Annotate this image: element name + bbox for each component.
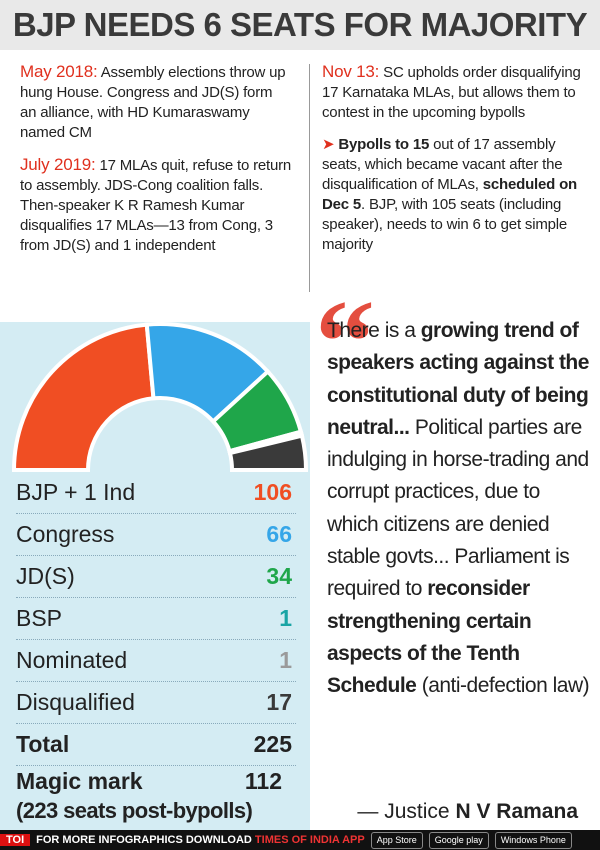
seat-row: BSP 1 — [16, 598, 296, 640]
logo: TOI — [0, 834, 31, 846]
date: May 2018: — [20, 62, 98, 81]
quote: There is a growing trend of speakers act… — [327, 315, 592, 703]
text-run: Political parties are indulging in horse… — [327, 415, 589, 601]
right-column: Nov 13: SC upholds order disqualifying 1… — [322, 62, 590, 267]
divider — [309, 64, 310, 292]
store-badge: App Store — [370, 831, 423, 849]
party: BSP — [16, 605, 63, 631]
seat-row: Congress 66 — [16, 514, 296, 556]
party: JD(S) — [16, 563, 75, 589]
total-label: Total — [16, 731, 70, 757]
badges: App Store Google play Windows Phone — [365, 831, 572, 849]
bypolls: ➤ Bypolls to 15 out of 17 assembly seats… — [322, 135, 590, 255]
total-row: Total 225 — [16, 724, 296, 766]
seat-row: Nominated 1 — [16, 640, 296, 682]
store-badge: Google play — [428, 831, 489, 849]
seat-row: JD(S) 34 — [16, 556, 296, 598]
event: May 2018: Assembly elections throw up hu… — [20, 62, 292, 143]
seat-row: BJP + 1 Ind 106 — [16, 472, 296, 514]
footer-text: FOR MORE INFOGRAPHICS DOWNLOAD — [36, 834, 252, 846]
text-run: . BJP, with 105 seats (including speaker… — [322, 196, 568, 253]
event: July 2019: 17 MLAs quit, refuse to retur… — [20, 155, 292, 256]
seats: 17 — [266, 689, 292, 715]
seats: 66 — [266, 521, 292, 547]
quote-mark: “ — [315, 275, 375, 408]
date: Nov 13: — [322, 62, 380, 81]
footer-app: TIMES OF INDIA APP — [254, 834, 365, 846]
seats: 1 — [279, 647, 292, 673]
magic-value: 112 — [244, 768, 282, 794]
seat-panel: BJP + 1 Ind 106 Congress 66 JD(S) 34 BSP 1 Nomin… — [0, 322, 310, 830]
donut-segment — [227, 433, 309, 472]
store-badge: Windows Phone — [494, 831, 572, 849]
text-run: Bypolls to 15 — [338, 136, 430, 153]
party: BJP + 1 Ind — [16, 479, 136, 505]
text: SC upholds order disqualifying 17 Karnat… — [322, 64, 581, 121]
seats: 34 — [266, 563, 292, 589]
text-run: out of 17 assembly seats, which became v… — [322, 136, 563, 193]
text: Assembly elections throw up hung House. … — [20, 64, 286, 141]
headline: BJP NEEDS 6 SEATS FOR MAJORITY — [0, 0, 600, 50]
footer: TOI FOR MORE INFOGRAPHICS DOWNLOAD TIMES … — [0, 830, 600, 850]
text-run: There is a — [327, 319, 421, 342]
party: Nominated — [16, 647, 128, 673]
seats: 106 — [253, 479, 292, 505]
arrow-icon: ➤ — [322, 136, 339, 153]
text-run: growing trend of speakers acting against… — [327, 319, 589, 439]
donut-chart — [11, 322, 309, 472]
date: July 2019: — [20, 155, 96, 174]
donut-segment — [11, 322, 156, 472]
text-run: scheduled on Dec 5 — [322, 176, 577, 213]
magic-row: Magic mark 112 (223 seats post-bypolls) — [16, 766, 296, 830]
update: Nov 13: SC upholds order disqualifying 1… — [322, 62, 590, 123]
total-value: 225 — [253, 731, 292, 757]
attribution-prefix: — Justice — [357, 800, 450, 823]
seat-row: Disqualified 17 — [16, 682, 296, 724]
attribution: — Justice N V Ramana — [357, 800, 578, 824]
magic-label: Magic mark — [16, 768, 143, 794]
party: Disqualified — [16, 689, 135, 715]
text-run: reconsider strengthening certain aspects… — [327, 577, 532, 698]
magic-note: (223 seats post-bypolls) — [16, 798, 253, 823]
text-run: (anti-defection law) — [416, 674, 590, 698]
text: 17 MLAs quit, refuse to return to assemb… — [20, 157, 292, 254]
attribution-name: N V Ramana — [455, 800, 578, 823]
seats: 1 — [279, 605, 292, 631]
party: Congress — [16, 521, 115, 547]
left-column: May 2018: Assembly elections throw up hu… — [20, 62, 292, 268]
